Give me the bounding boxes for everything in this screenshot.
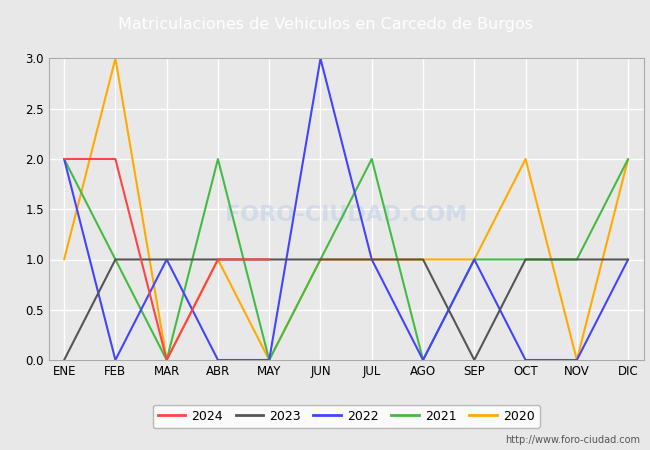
Text: FORO-CIUDAD.COM: FORO-CIUDAD.COM [225,205,467,225]
Text: http://www.foro-ciudad.com: http://www.foro-ciudad.com [505,435,640,445]
Legend: 2024, 2023, 2022, 2021, 2020: 2024, 2023, 2022, 2021, 2020 [153,405,540,428]
Text: Matriculaciones de Vehiculos en Carcedo de Burgos: Matriculaciones de Vehiculos en Carcedo … [118,17,532,32]
